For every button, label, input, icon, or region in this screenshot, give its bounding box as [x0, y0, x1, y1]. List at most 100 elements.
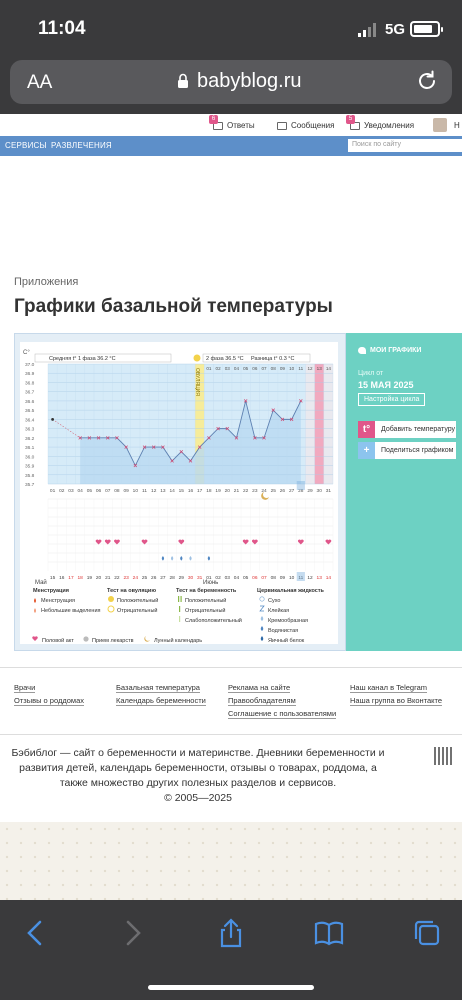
avatar[interactable] [433, 118, 447, 132]
chart-column-bg [66, 364, 76, 484]
date-label: 05 [243, 575, 249, 581]
chart-column-bg [250, 364, 260, 484]
date-label: 07 [261, 575, 267, 581]
legend-preg-weak: Слабоположительный [185, 617, 242, 624]
reload-icon[interactable] [416, 70, 438, 92]
footer-vk[interactable]: Наша группа во Вконтакте [350, 696, 443, 706]
x-day-label: 11 [142, 488, 147, 494]
decorative-pattern [0, 822, 462, 900]
chart-column-bg [130, 364, 140, 484]
x-day-label: 30 [317, 488, 323, 494]
text-size-label: AA [27, 72, 53, 93]
back-icon[interactable] [20, 918, 50, 948]
messages-link[interactable]: Сообщения [277, 121, 334, 130]
temperature-point [124, 445, 128, 449]
temperature-point [188, 459, 193, 463]
x-day-label: 29 [307, 488, 313, 494]
date-label: 26 [151, 575, 157, 581]
temperature-point [262, 436, 266, 440]
weak-strip-icon [179, 616, 181, 622]
y-tick-label: 36.9 [25, 371, 35, 377]
y-tick-label: 35.8 [25, 473, 35, 479]
forward-icon[interactable] [118, 918, 148, 948]
my-charts-link[interactable]: МОИ ГРАФИКИ [358, 347, 421, 354]
nav-entertainment[interactable]: РАЗВЛЕЧЕНИЯ [51, 141, 112, 150]
text-size-button[interactable]: AA [27, 72, 52, 94]
chart-column-bg [75, 364, 85, 484]
y-tick-label: 35.7 [25, 482, 35, 488]
chart-column-bg [176, 364, 186, 484]
fluid-drop [180, 556, 183, 561]
address-bar[interactable]: AA babyblog.ru [10, 60, 452, 104]
date-label: 11 [298, 575, 303, 581]
small-drop-icon [34, 608, 36, 613]
x-day-label: 19 [215, 488, 221, 494]
sticky-icon [259, 605, 265, 612]
temperature-point [115, 436, 119, 440]
footer-rights-holders[interactable]: Правообладателям [228, 696, 296, 706]
footer-pregnancy-calendar[interactable]: Календарь беременности [116, 696, 206, 706]
date-label: 13 [317, 575, 323, 581]
bookmarks-icon[interactable] [314, 918, 344, 948]
intercourse-heart [178, 539, 185, 545]
x-day-label: 17 [197, 488, 203, 494]
date-label: 15 [50, 575, 56, 581]
temperature-point [197, 445, 202, 449]
phase1-label: Средняя t° 1 фаза 36.2 °C [49, 356, 116, 362]
share-icon[interactable] [216, 918, 246, 948]
chart-column-bg [93, 364, 104, 484]
y-tick-label: 35.9 [25, 464, 35, 470]
date-label: 20 [96, 575, 102, 581]
cycle-settings-button[interactable]: Настройка цикла [358, 393, 426, 406]
footer-doctors[interactable]: Врачи [14, 683, 36, 693]
chart-column-bg [121, 364, 131, 484]
y-tick-label: 36.0 [25, 454, 35, 460]
user-initial[interactable]: Н [454, 121, 460, 130]
chart-column-bg [195, 364, 205, 484]
search-input[interactable]: Поиск по сайту [348, 139, 462, 152]
share-chart-button[interactable]: + Поделиться графиком [358, 442, 456, 459]
ovulation-label: ОВУЛЯЦИЯ [194, 368, 200, 396]
answers-link[interactable]: 6 Ответы [209, 115, 255, 130]
lunar-icon [144, 636, 150, 642]
x-day-label: 06 [96, 488, 102, 494]
legend-medicine: Прием лекарств [92, 638, 134, 644]
chart-area-fill [80, 400, 301, 484]
footer-maternity-reviews[interactable]: Отзывы о роддомах [14, 696, 84, 706]
drop-icon [34, 598, 36, 603]
date-label: 30 [188, 575, 194, 581]
add-temperature-button[interactable]: t° Добавить температуру [358, 421, 456, 438]
date-label: 06 [252, 575, 258, 581]
chart-column-bg [112, 364, 122, 484]
footer-user-agreement[interactable]: Соглашение с пользователями [228, 709, 337, 719]
share-chart-label: Поделиться графиком [381, 447, 454, 454]
dry-icon [259, 596, 265, 602]
date-label: 10 [289, 575, 295, 581]
footer-telegram[interactable]: Наш канал в Telegram [350, 683, 427, 693]
notifications-link[interactable]: 5 Уведомления [346, 115, 414, 130]
date-label: 08 [271, 575, 277, 581]
site-top-bar: 6 Ответы Сообщения 5 Уведомления Н [0, 114, 462, 136]
footer-basal-temp[interactable]: Базальная температура [116, 683, 200, 693]
legend-dry: Сухо [268, 598, 280, 604]
signal-icon [358, 23, 376, 37]
x-day-label: 26 [280, 488, 286, 494]
phase2-day-label: 05 [243, 366, 249, 371]
temperature-point [280, 417, 285, 422]
temperature-point [289, 417, 294, 422]
temperature-point [142, 445, 147, 449]
phase2-day-label: 10 [289, 366, 295, 371]
nav-services[interactable]: СЕРВИСЫ [5, 141, 47, 150]
date-label: 02 [215, 575, 221, 581]
phase2-day-label: 14 [326, 366, 332, 371]
x-day-label: 10 [133, 488, 139, 494]
y-tick-label: 36.7 [25, 390, 35, 396]
footer-advertising[interactable]: Реклама на сайте [228, 683, 291, 693]
breadcrumb[interactable]: Приложения [14, 276, 79, 288]
temperature-point [179, 449, 184, 454]
browser-toolbar [0, 900, 462, 1000]
phase2-label: 2 фаза 36.5 °C [206, 356, 244, 362]
tabs-icon[interactable] [412, 918, 442, 948]
intercourse-heart [297, 539, 304, 545]
x-day-label: 25 [271, 488, 277, 494]
